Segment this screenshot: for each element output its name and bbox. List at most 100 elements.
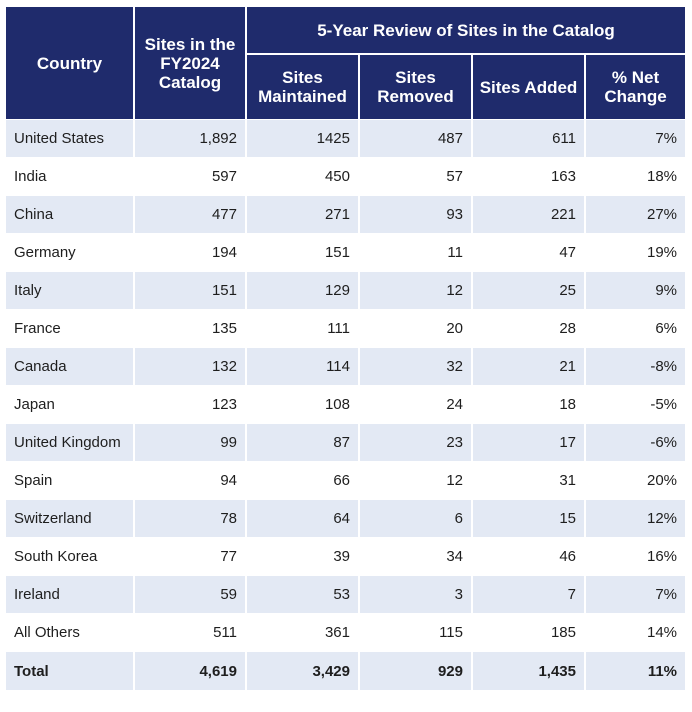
table-header: Country Sites in the FY2024 Catalog 5-Ye… — [6, 7, 686, 120]
cell-sites-fy2024: 99 — [134, 423, 247, 462]
total-row: Total 4,619 3,429 929 1,435 11% — [6, 651, 686, 690]
header-sites-added: Sites Added — [472, 53, 586, 120]
cell-sites-maintained: 39 — [246, 537, 360, 576]
cell-country: Switzerland — [6, 499, 135, 538]
cell-sites-removed: 6 — [359, 499, 473, 538]
cell-sites-maintained: 114 — [246, 347, 360, 386]
cell-sites-removed: 32 — [359, 347, 473, 386]
cell-sites-fy2024: 132 — [134, 347, 247, 386]
total-cell-sites-maintained: 3,429 — [246, 651, 360, 690]
cell-sites-added: 611 — [472, 119, 586, 158]
total-cell-sites-added: 1,435 — [472, 651, 586, 690]
cell-sites-removed: 57 — [359, 157, 473, 196]
cell-sites-maintained: 87 — [246, 423, 360, 462]
cell-sites-removed: 12 — [359, 461, 473, 500]
header-review-group: 5-Year Review of Sites in the Catalog — [246, 7, 686, 54]
table-row: Canada 132 114 32 21 -8% — [6, 347, 686, 386]
header-sites-maintained: Sites Maintained — [246, 53, 360, 120]
cell-sites-removed: 487 — [359, 119, 473, 158]
cell-sites-removed: 3 — [359, 575, 473, 614]
cell-sites-maintained: 1425 — [246, 119, 360, 158]
cell-country: India — [6, 157, 135, 196]
table-row: United States 1,892 1425 487 611 7% — [6, 119, 686, 158]
cell-sites-added: 15 — [472, 499, 586, 538]
cell-net-change: 27% — [585, 195, 686, 234]
cell-net-change: 14% — [585, 613, 686, 652]
cell-country: South Korea — [6, 537, 135, 576]
cell-country: Germany — [6, 233, 135, 272]
cell-sites-fy2024: 94 — [134, 461, 247, 500]
cell-sites-fy2024: 511 — [134, 613, 247, 652]
total-cell-sites-fy2024: 4,619 — [134, 651, 247, 690]
cell-country: Spain — [6, 461, 135, 500]
cell-country: Japan — [6, 385, 135, 424]
cell-sites-added: 17 — [472, 423, 586, 462]
header-net-change: % Net Change — [585, 53, 686, 120]
cell-country: France — [6, 309, 135, 348]
cell-sites-fy2024: 597 — [134, 157, 247, 196]
cell-sites-maintained: 151 — [246, 233, 360, 272]
cell-sites-added: 7 — [472, 575, 586, 614]
cell-net-change: 12% — [585, 499, 686, 538]
cell-country: Italy — [6, 271, 135, 310]
cell-sites-fy2024: 151 — [134, 271, 247, 310]
cell-country: Ireland — [6, 575, 135, 614]
cell-net-change: 18% — [585, 157, 686, 196]
cell-sites-fy2024: 59 — [134, 575, 247, 614]
cell-sites-added: 163 — [472, 157, 586, 196]
cell-net-change: 6% — [585, 309, 686, 348]
cell-country: China — [6, 195, 135, 234]
total-cell-net-change: 11% — [585, 651, 686, 690]
cell-sites-removed: 12 — [359, 271, 473, 310]
cell-sites-fy2024: 194 — [134, 233, 247, 272]
header-country: Country — [6, 7, 135, 120]
cell-net-change: 7% — [585, 119, 686, 158]
cell-sites-fy2024: 477 — [134, 195, 247, 234]
cell-country: United Kingdom — [6, 423, 135, 462]
table-row: France 135 111 20 28 6% — [6, 309, 686, 348]
total-cell-country: Total — [6, 651, 135, 690]
sites-catalog-table-container: Country Sites in the FY2024 Catalog 5-Ye… — [6, 7, 686, 690]
table-row: Italy 151 129 12 25 9% — [6, 271, 686, 310]
cell-net-change: -8% — [585, 347, 686, 386]
cell-sites-fy2024: 78 — [134, 499, 247, 538]
cell-net-change: 16% — [585, 537, 686, 576]
cell-sites-maintained: 66 — [246, 461, 360, 500]
table-row: India 597 450 57 163 18% — [6, 157, 686, 196]
cell-sites-maintained: 108 — [246, 385, 360, 424]
cell-sites-maintained: 361 — [246, 613, 360, 652]
cell-net-change: 7% — [585, 575, 686, 614]
cell-sites-maintained: 450 — [246, 157, 360, 196]
table-row: Switzerland 78 64 6 15 12% — [6, 499, 686, 538]
cell-sites-maintained: 64 — [246, 499, 360, 538]
cell-sites-fy2024: 123 — [134, 385, 247, 424]
cell-sites-maintained: 111 — [246, 309, 360, 348]
table-row: Ireland 59 53 3 7 7% — [6, 575, 686, 614]
cell-sites-removed: 23 — [359, 423, 473, 462]
cell-sites-added: 21 — [472, 347, 586, 386]
table-body: United States 1,892 1425 487 611 7% India 597 45… — [6, 119, 686, 690]
cell-sites-added: 28 — [472, 309, 586, 348]
table-row: All Others 511 361 115 185 14% — [6, 613, 686, 652]
cell-sites-removed: 11 — [359, 233, 473, 272]
cell-sites-added: 31 — [472, 461, 586, 500]
cell-sites-removed: 93 — [359, 195, 473, 234]
cell-net-change: 9% — [585, 271, 686, 310]
cell-sites-added: 46 — [472, 537, 586, 576]
cell-sites-fy2024: 135 — [134, 309, 247, 348]
table-row: Japan 123 108 24 18 -5% — [6, 385, 686, 424]
cell-net-change: 20% — [585, 461, 686, 500]
cell-sites-added: 47 — [472, 233, 586, 272]
cell-sites-removed: 115 — [359, 613, 473, 652]
cell-sites-maintained: 53 — [246, 575, 360, 614]
cell-sites-maintained: 271 — [246, 195, 360, 234]
table-row: South Korea 77 39 34 46 16% — [6, 537, 686, 576]
cell-sites-removed: 34 — [359, 537, 473, 576]
cell-country: All Others — [6, 613, 135, 652]
cell-sites-added: 18 — [472, 385, 586, 424]
header-sites-fy2024: Sites in the FY2024 Catalog — [134, 7, 247, 120]
cell-net-change: -6% — [585, 423, 686, 462]
cell-sites-added: 221 — [472, 195, 586, 234]
total-cell-sites-removed: 929 — [359, 651, 473, 690]
table-row: United Kingdom 99 87 23 17 -6% — [6, 423, 686, 462]
